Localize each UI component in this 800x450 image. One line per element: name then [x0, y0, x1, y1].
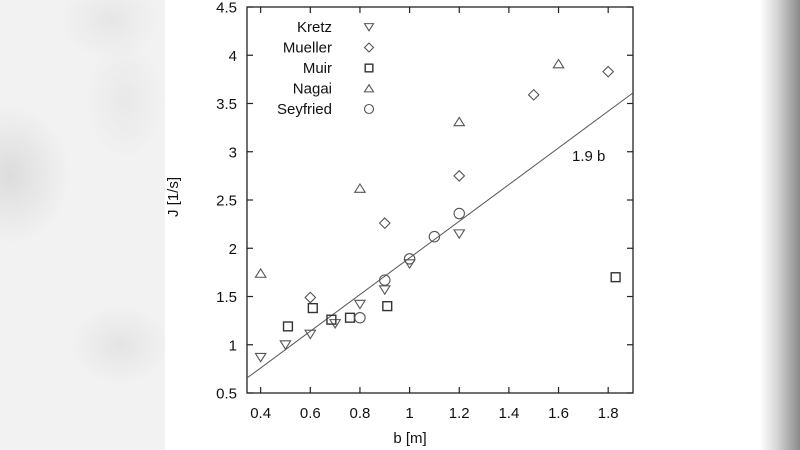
- diamond-marker: [602, 65, 615, 78]
- circle-marker: [363, 103, 375, 115]
- circle-marker: [428, 230, 441, 243]
- diamond-marker: [453, 169, 466, 182]
- shadow-edge-right: [760, 0, 800, 450]
- square-marker: [282, 321, 294, 332]
- y-tick-label: 1.5: [216, 289, 237, 306]
- square-marker: [364, 63, 374, 73]
- triangle-down-marker: [363, 23, 375, 32]
- triangle-down-marker: [304, 329, 317, 340]
- x-tick-label: 1.2: [449, 405, 470, 422]
- y-tick-label: 4.5: [216, 0, 237, 17]
- y-tick-label: 2.5: [216, 193, 237, 210]
- x-tick-label: 1.8: [598, 405, 619, 422]
- square-marker: [344, 312, 356, 323]
- diamond-marker: [363, 42, 375, 53]
- y-tick-label: 0.5: [216, 386, 237, 403]
- triangle-up-marker: [453, 116, 466, 127]
- legend-label-mueller: Mueller: [283, 40, 332, 57]
- circle-marker: [379, 274, 391, 286]
- triangle-up-marker: [254, 267, 267, 278]
- legend-label-kretz: Kretz: [297, 19, 332, 36]
- y-tick-label: 1: [229, 337, 237, 354]
- x-tick-label: 1.4: [498, 405, 519, 422]
- y-tick-label: 3: [229, 144, 237, 161]
- triangle-up-marker: [363, 83, 375, 93]
- y-tick-label: 4: [229, 48, 237, 65]
- series-kretz: [254, 229, 466, 363]
- y-tick-label: 3.5: [216, 96, 237, 113]
- x-axis-label: b [m]: [393, 430, 426, 447]
- circle-marker: [354, 311, 366, 324]
- x-tick-label: 0.8: [350, 405, 371, 422]
- diamond-marker: [304, 291, 317, 304]
- series-muir: [282, 272, 621, 332]
- diamond-marker: [527, 88, 540, 101]
- y-tick-label: 2: [229, 241, 237, 258]
- x-tick-label: 0.4: [250, 405, 271, 422]
- diamond-marker: [378, 217, 391, 230]
- legend-label-seyfried: Seyfried: [277, 101, 332, 118]
- legend-label-muir: Muir: [303, 60, 332, 77]
- triangle-down-marker: [279, 340, 292, 351]
- square-marker: [326, 314, 337, 325]
- series-seyfried: [354, 207, 465, 324]
- plot-axes: 0.4 0.6 0.8 1 1.2 1.4 1.6 1.8 0.5 1 1.5 2 2.5 3 3.5 4 4.…: [216, 0, 634, 422]
- square-marker: [382, 301, 393, 312]
- circle-marker: [453, 207, 465, 220]
- x-tick-label: 1: [405, 405, 413, 422]
- x-tick-label: 1.6: [548, 405, 569, 422]
- square-marker: [307, 302, 318, 314]
- series-nagai: [254, 58, 565, 278]
- triangle-up-marker: [353, 182, 367, 193]
- triangle-up-marker: [552, 58, 565, 69]
- blurred-background-left: [0, 0, 165, 450]
- y-axis-label: J [1/s]: [165, 177, 182, 217]
- series-mueller: [304, 65, 615, 304]
- data-points: [254, 58, 621, 363]
- triangle-down-marker: [378, 285, 391, 296]
- square-marker: [610, 272, 621, 283]
- triangle-down-marker: [453, 229, 466, 240]
- x-tick-label: 0.6: [300, 405, 321, 422]
- triangle-down-marker: [254, 352, 267, 363]
- legend: Kretz Mueller Muir Nagai Seyfried: [277, 19, 375, 118]
- fit-line-label: 1.9 b: [572, 148, 605, 165]
- circle-marker: [403, 253, 416, 265]
- triangle-down-marker: [353, 299, 367, 310]
- legend-label-nagai: Nagai: [293, 81, 332, 98]
